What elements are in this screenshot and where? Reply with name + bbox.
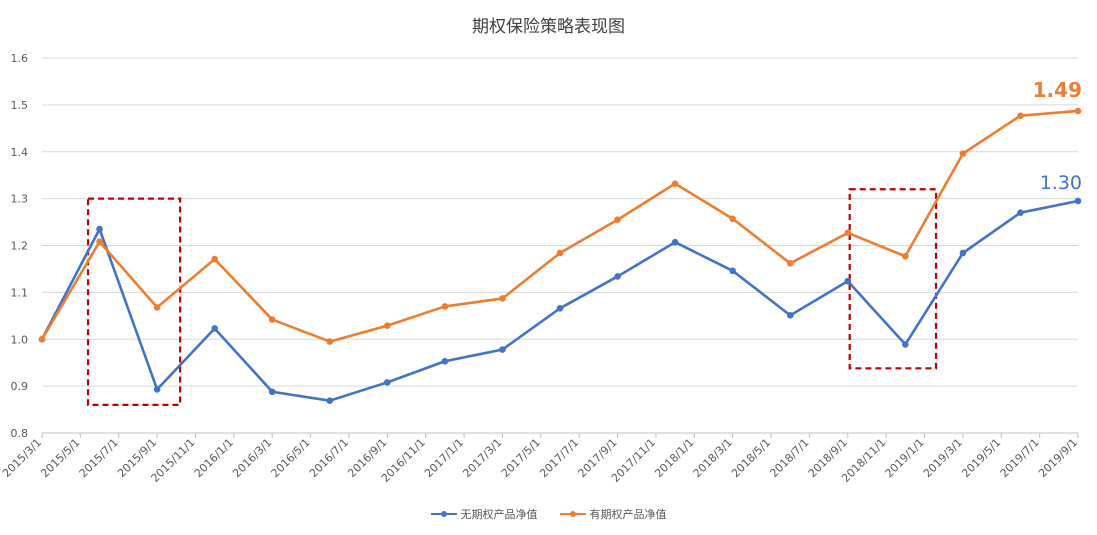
end-value-label-series-2: 1.49: [1033, 78, 1082, 102]
legend-item-series-2[interactable]: 有期权产品净值: [559, 506, 667, 522]
x-tick-label: 2017/5/1: [499, 436, 543, 480]
data-point-series-2: [556, 249, 564, 257]
legend-label-series-2: 有期权产品净值: [589, 508, 667, 521]
series-line-1: [40, 199, 1079, 402]
y-tick-label: 1.4: [11, 146, 29, 159]
data-point-series-1: [671, 238, 679, 246]
x-tick-label: 2015/5/1: [38, 436, 82, 480]
data-point-series-1: [1017, 209, 1024, 216]
x-tick-label: 2019/7/1: [998, 436, 1042, 480]
data-point-series-2: [499, 295, 506, 302]
data-point-series-1: [96, 225, 103, 233]
data-point-series-2: [1017, 112, 1024, 119]
x-tick-label: 2017/3/1: [460, 436, 504, 480]
x-tick-label: 2016/3/1: [230, 436, 274, 480]
y-tick-label: 1.1: [11, 286, 29, 299]
data-point-series-1: [211, 325, 218, 332]
data-point-series-2: [614, 216, 621, 224]
x-tick-label: 2019/3/1: [921, 436, 965, 480]
data-point-series-2: [902, 252, 909, 260]
x-tick-label: 2016/7/1: [307, 436, 351, 480]
data-point-series-1: [786, 312, 794, 319]
data-point-series-2: [211, 255, 218, 263]
data-point-series-1: [614, 273, 621, 280]
chart-legend: 无期权产品净值 有期权产品净值: [0, 506, 1097, 522]
data-point-series-1: [441, 357, 449, 365]
data-point-series-2: [384, 322, 391, 329]
x-tick-label: 2017/1/1: [422, 436, 466, 480]
y-tick-label: 0.9: [11, 380, 29, 393]
y-tick-label: 1.6: [11, 52, 29, 65]
data-point-series-2: [1074, 107, 1082, 115]
data-point-series-1: [844, 277, 852, 285]
data-point-series-2: [153, 304, 161, 311]
x-tick-label: 2017/7/1: [537, 436, 581, 480]
y-tick-label: 1.3: [11, 193, 29, 206]
data-point-series-2: [671, 180, 679, 187]
data-point-series-2: [268, 316, 276, 323]
data-point-series-2: [959, 150, 967, 157]
y-tick-label: 1.5: [11, 99, 29, 112]
x-tick-label: 2019/9/1: [1036, 436, 1080, 480]
legend-swatch-series-1: [430, 509, 457, 519]
legend-swatch-series-2: [559, 509, 586, 519]
data-point-series-1: [1074, 197, 1082, 205]
x-tick-label: 2018/7/1: [767, 436, 811, 480]
x-tick-label: 2019/5/1: [959, 436, 1003, 480]
x-tick-label: 2018/3/1: [691, 436, 735, 480]
data-point-series-2: [844, 229, 852, 237]
data-point-series-1: [384, 379, 391, 386]
end-value-label-series-1: 1.30: [1040, 172, 1082, 194]
y-tick-label: 1.0: [11, 333, 29, 346]
data-point-series-1: [153, 386, 161, 393]
legend-label-series-1: 无期权产品净值: [460, 508, 538, 521]
x-tick-label: 2019/1/1: [883, 436, 927, 480]
data-point-series-1: [499, 346, 506, 353]
x-tick-label: 2015/3/1: [0, 436, 44, 480]
data-point-series-1: [556, 305, 564, 312]
highlight-box-2: [848, 188, 938, 370]
y-tick-label: 0.8: [11, 427, 29, 440]
highlight-box-1: [86, 197, 182, 406]
data-point-series-1: [326, 397, 334, 404]
data-point-series-1: [268, 388, 276, 396]
data-point-series-2: [38, 335, 46, 343]
x-tick-label: 2015/7/1: [77, 436, 121, 480]
x-tick-label: 2018/5/1: [729, 436, 773, 480]
data-point-series-2: [96, 238, 103, 246]
data-point-series-2: [326, 338, 334, 345]
x-tick-label: 2016/5/1: [269, 436, 313, 480]
data-point-series-1: [902, 341, 909, 348]
chart-title: 期权保险策略表现图: [472, 17, 625, 37]
data-point-series-1: [959, 249, 967, 257]
x-tick-label: 2018/1/1: [652, 436, 696, 480]
data-point-series-1: [729, 267, 736, 275]
data-point-series-2: [441, 303, 449, 310]
data-point-series-2: [786, 260, 794, 267]
legend-item-series-1[interactable]: 无期权产品净值: [430, 506, 538, 522]
line-chart: 0.80.91.01.11.21.31.41.51.62015/3/12015/…: [0, 52, 1082, 485]
x-tick-label: 2016/1/1: [192, 436, 236, 480]
data-point-series-2: [729, 215, 736, 223]
y-tick-label: 1.2: [11, 240, 29, 253]
